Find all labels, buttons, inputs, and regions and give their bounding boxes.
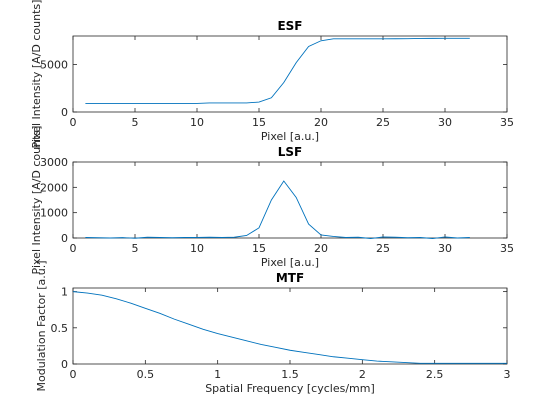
esf-title: ESF (277, 19, 302, 33)
esf-ylabel: Pixel Intensity [A/D counts] (30, 0, 43, 148)
mtf-xtick-label: 3 (504, 368, 511, 381)
esf-ytick-label: 5000 (40, 59, 68, 72)
mtf-title: MTF (276, 271, 304, 285)
esf-xtick-label: 30 (438, 116, 452, 129)
mtf-xlabel: Spatial Frequency [cycles/mm] (205, 382, 375, 395)
lsf-xlabel: Pixel [a.u.] (261, 256, 319, 269)
mtf-axes-box (72, 287, 508, 365)
lsf-xtick-label: 25 (376, 242, 390, 255)
lsf-axes-box (72, 161, 508, 239)
lsf-xtick-label: 5 (132, 242, 139, 255)
mtf-xtick-label: 1 (214, 368, 221, 381)
lsf-ytick-label: 0 (61, 232, 68, 245)
lsf-ylabel: Pixel Intensity [A/D counts] (30, 126, 43, 275)
mtf-ytick-label: 0.5 (51, 322, 69, 335)
esf-xtick-label: 25 (376, 116, 390, 129)
mtf-xtick-label: 0 (70, 368, 77, 381)
mtf-ytick-label: 1 (61, 286, 68, 299)
lsf-ytick-label: 3000 (40, 156, 68, 169)
esf-series-line (85, 37, 470, 104)
esf-axes-box (72, 35, 508, 113)
esf-xtick-label: 0 (70, 116, 77, 129)
lsf-ytick-label: 1000 (40, 207, 68, 220)
mtf-xtick-label: 0.5 (137, 368, 155, 381)
esf-xtick-label: 35 (500, 116, 514, 129)
lsf-xtick-label: 15 (252, 242, 266, 255)
mtf-ylabel: Modulation Factor [a.u.] (35, 261, 48, 392)
lsf-ytick-label: 2000 (40, 181, 68, 194)
lsf-xtick-label: 10 (190, 242, 204, 255)
lsf-xtick-label: 30 (438, 242, 452, 255)
esf-xtick-label: 5 (132, 116, 139, 129)
esf-xlabel: Pixel [a.u.] (261, 130, 319, 143)
mtf-series-line (72, 291, 507, 364)
esf-xtick-label: 15 (252, 116, 266, 129)
esf-xtick-label: 20 (314, 116, 328, 129)
mtf-xtick-label: 2.5 (426, 368, 444, 381)
mtf-ytick-label: 0 (61, 358, 68, 371)
mtf-xtick-label: 1.5 (281, 368, 299, 381)
esf-ytick-label: 0 (61, 106, 68, 119)
lsf-xtick-label: 0 (70, 242, 77, 255)
lsf-title: LSF (278, 145, 303, 159)
esf-xtick-label: 10 (190, 116, 204, 129)
lsf-xtick-label: 20 (314, 242, 328, 255)
mtf-xtick-label: 2 (359, 368, 366, 381)
lsf-xtick-label: 35 (500, 242, 514, 255)
lsf-series-line (85, 180, 470, 239)
